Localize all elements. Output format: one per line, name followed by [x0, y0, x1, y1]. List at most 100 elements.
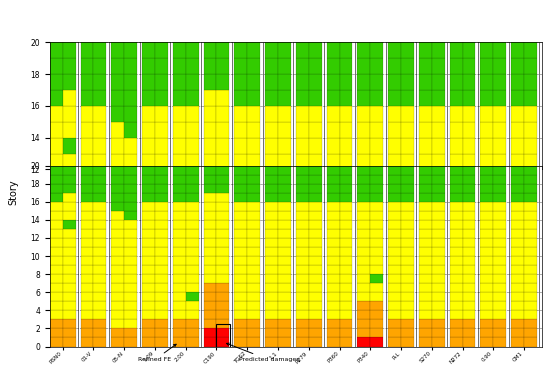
Bar	[204, 137, 216, 154]
Bar	[450, 217, 462, 233]
Bar	[450, 90, 462, 106]
Bar	[265, 238, 278, 247]
Bar	[432, 296, 445, 312]
Bar	[309, 301, 322, 310]
Bar	[216, 211, 229, 220]
Bar	[432, 90, 445, 106]
Bar	[265, 217, 278, 233]
Bar	[524, 175, 537, 184]
Bar	[142, 265, 155, 281]
Bar	[155, 42, 168, 58]
Bar	[450, 58, 462, 74]
Bar	[340, 296, 352, 312]
Bar	[155, 217, 168, 233]
Bar	[481, 265, 493, 281]
Bar	[234, 328, 247, 337]
Bar	[278, 256, 291, 265]
Bar	[511, 166, 524, 175]
Bar	[155, 301, 168, 310]
Bar	[111, 265, 124, 274]
Bar	[278, 328, 291, 344]
Bar	[81, 154, 93, 169]
Bar	[186, 58, 199, 74]
Bar	[234, 344, 247, 360]
Bar	[204, 328, 216, 344]
Bar	[432, 238, 445, 247]
Bar	[50, 201, 62, 217]
Bar	[371, 229, 383, 238]
Bar	[524, 312, 537, 328]
Bar	[234, 184, 247, 192]
Bar	[357, 122, 371, 137]
Bar	[265, 122, 278, 137]
Bar	[173, 169, 186, 185]
Bar	[155, 90, 168, 106]
Bar	[493, 274, 506, 283]
Bar	[481, 106, 493, 122]
Bar	[481, 42, 493, 58]
Bar	[142, 42, 155, 58]
Bar	[155, 229, 168, 238]
Bar	[419, 220, 432, 229]
Bar	[357, 274, 371, 283]
Bar	[388, 202, 401, 211]
Bar	[62, 58, 76, 74]
Bar	[93, 238, 106, 247]
Bar	[50, 328, 62, 337]
Bar	[340, 185, 352, 201]
Bar	[50, 42, 62, 58]
Bar	[493, 344, 506, 360]
Bar	[371, 220, 383, 229]
Bar	[278, 184, 291, 192]
Bar	[401, 229, 414, 238]
Bar	[173, 310, 186, 320]
Bar	[327, 220, 340, 229]
Bar	[511, 169, 524, 185]
Bar	[111, 229, 124, 238]
Bar	[216, 220, 229, 229]
Bar	[493, 169, 506, 185]
Bar	[265, 184, 278, 192]
Bar	[401, 274, 414, 283]
Bar	[142, 310, 155, 320]
Bar	[401, 281, 414, 296]
Bar	[296, 233, 309, 249]
Bar	[524, 58, 537, 74]
Bar	[450, 185, 462, 201]
Bar	[173, 192, 186, 202]
Bar	[142, 184, 155, 192]
Bar	[511, 217, 524, 233]
Bar	[419, 283, 432, 292]
Bar	[327, 42, 340, 58]
Bar	[234, 283, 247, 292]
Bar	[50, 220, 62, 229]
Bar	[93, 283, 106, 292]
Bar	[371, 175, 383, 184]
Bar	[247, 169, 260, 185]
Bar	[234, 238, 247, 247]
Bar	[186, 137, 199, 154]
Bar	[462, 301, 476, 310]
Bar	[432, 192, 445, 202]
Bar	[524, 166, 537, 175]
Bar	[340, 301, 352, 310]
Bar	[93, 220, 106, 229]
Bar	[432, 256, 445, 265]
Bar	[155, 247, 168, 256]
Bar	[111, 301, 124, 310]
Bar	[173, 249, 186, 265]
Bar	[309, 296, 322, 312]
Bar	[124, 312, 137, 328]
Bar	[481, 274, 493, 283]
Bar	[186, 337, 199, 346]
Bar	[481, 192, 493, 202]
Bar	[340, 90, 352, 106]
Bar	[62, 328, 76, 337]
Bar	[432, 310, 445, 320]
Bar	[81, 201, 93, 217]
Bar	[62, 220, 76, 229]
Bar	[327, 281, 340, 296]
Bar	[419, 201, 432, 217]
Bar	[173, 283, 186, 292]
Bar	[50, 106, 62, 122]
